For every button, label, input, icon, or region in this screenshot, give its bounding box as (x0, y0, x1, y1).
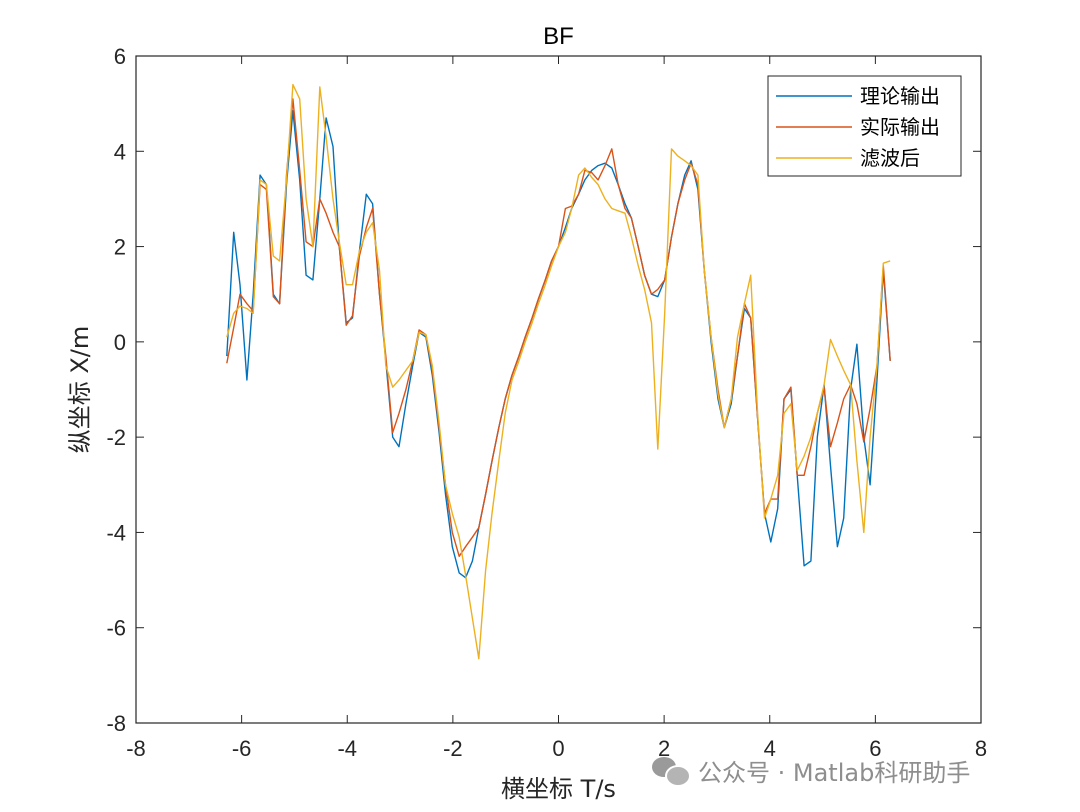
x-tick-label: 8 (975, 736, 987, 761)
y-tick-label: -2 (106, 425, 126, 450)
y-axis-label: 纵坐标 X/m (66, 326, 94, 454)
y-tick-label: -4 (106, 520, 126, 545)
x-tick-label: -4 (337, 736, 357, 761)
x-tick-label: 4 (764, 736, 776, 761)
x-tick-label: -6 (232, 736, 252, 761)
y-tick-label: -6 (106, 616, 126, 641)
y-tick-label: -8 (106, 711, 126, 736)
y-tick-label: 6 (114, 44, 126, 69)
series-line-3 (226, 83, 891, 660)
x-tick-label: 0 (552, 736, 564, 761)
x-axis-label: 横坐标 T/s (501, 775, 616, 803)
x-tick-label: -8 (126, 736, 146, 761)
chart-title: BF (543, 23, 574, 50)
x-tick-label: -2 (443, 736, 463, 761)
axis-ticks: -8 -6 -4 -2 0 2 4 6 8 -8 -6 -4 -2 0 2 4 6 (106, 44, 987, 761)
x-tick-label: 6 (869, 736, 881, 761)
y-tick-label: 0 (114, 330, 126, 355)
legend-label-2: 实际输出 (860, 115, 940, 139)
legend-label-3: 滤波后 (860, 146, 920, 170)
wechat-icon (652, 755, 691, 787)
y-tick-label: 2 (114, 235, 126, 260)
watermark-text: 公众号 · Matlab科研助手 (698, 758, 971, 787)
series-lines (226, 83, 891, 660)
watermark: 公众号 · Matlab科研助手 (652, 752, 970, 788)
legend-box (767, 75, 962, 177)
x-tick-label: 2 (658, 736, 670, 761)
legend-label-1: 理论输出 (860, 84, 940, 108)
y-tick-label: 4 (114, 139, 126, 164)
